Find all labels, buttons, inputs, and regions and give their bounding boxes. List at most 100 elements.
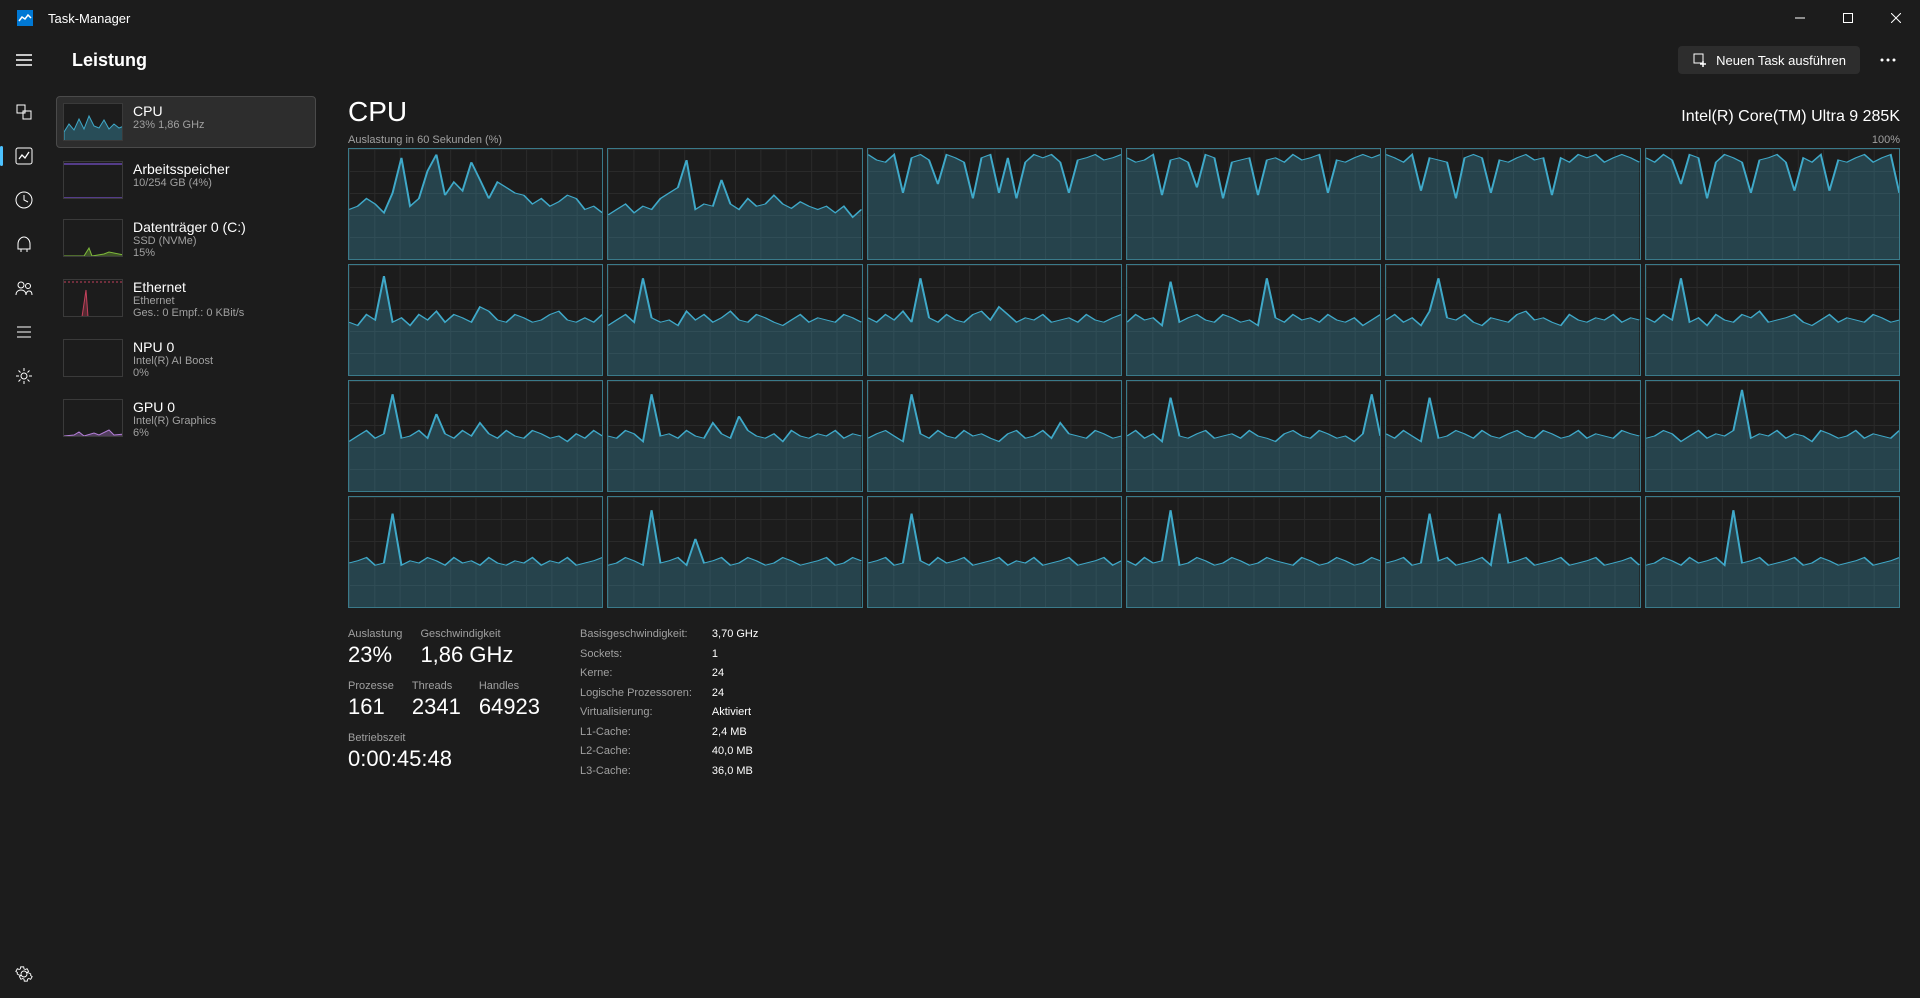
- performance-sidebar: CPU 23% 1,86 GHz Arbeitsspeicher 10/254 …: [48, 84, 328, 998]
- detail-l1-cache-: L1-Cache:2,4 MB: [580, 726, 758, 746]
- cpu-core-grid[interactable]: [348, 148, 1900, 608]
- cpu-core-19: [607, 496, 862, 608]
- startup-apps-icon: [14, 234, 34, 254]
- hamburger-button[interactable]: [0, 36, 48, 84]
- cpu-core-11: [1645, 264, 1900, 376]
- uptime-value: 0:00:45:48: [348, 746, 540, 772]
- perf-card-title: Arbeitsspeicher: [133, 161, 309, 177]
- detail-l3-cache-: L3-Cache:36,0 MB: [580, 765, 758, 785]
- chart-label-right: 100%: [1872, 134, 1900, 146]
- detail-l2-cache-: L2-Cache:40,0 MB: [580, 745, 758, 765]
- cpu-core-17: [1645, 380, 1900, 492]
- settings-icon: [15, 965, 33, 983]
- cpu-core-23: [1645, 496, 1900, 608]
- nav-performance[interactable]: [4, 136, 44, 176]
- perf-card-cpu[interactable]: CPU 23% 1,86 GHz: [56, 96, 316, 148]
- stat-prozesse: Prozesse161: [348, 680, 394, 720]
- perf-card-title: CPU: [133, 103, 309, 119]
- toolbar: Leistung Neuen Task ausführen: [0, 36, 1920, 84]
- cpu-core-4: [1385, 148, 1640, 260]
- perf-thumb: [63, 339, 123, 377]
- cpu-core-16: [1385, 380, 1640, 492]
- new-task-icon: [1692, 52, 1708, 68]
- cpu-core-6: [348, 264, 603, 376]
- app-title: Task-Manager: [48, 11, 130, 26]
- stat-auslastung: Auslastung23%: [348, 628, 402, 668]
- perf-thumb: [63, 103, 123, 141]
- perf-card-title: Ethernet: [133, 279, 309, 295]
- cpu-core-1: [607, 148, 862, 260]
- cpu-core-14: [867, 380, 1122, 492]
- cpu-core-2: [867, 148, 1122, 260]
- perf-thumb: [63, 219, 123, 257]
- perf-thumb: [63, 279, 123, 317]
- detail-logische-prozessoren-: Logische Prozessoren:24: [580, 687, 758, 707]
- nav-processes[interactable]: [4, 92, 44, 132]
- details-icon: [14, 322, 34, 342]
- cpu-core-22: [1385, 496, 1640, 608]
- perf-card-sub1: Intel(R) Graphics: [133, 415, 309, 427]
- perf-card-ethernet[interactable]: Ethernet Ethernet Ges.: 0 Empf.: 0 KBit/…: [56, 272, 316, 326]
- nav-rail: [0, 84, 48, 998]
- cpu-core-9: [1126, 264, 1381, 376]
- chart-label-left: Auslastung in 60 Sekunden (%): [348, 134, 502, 146]
- cpu-core-0: [348, 148, 603, 260]
- cpu-core-15: [1126, 380, 1381, 492]
- close-button[interactable]: [1872, 0, 1920, 36]
- cpu-core-10: [1385, 264, 1640, 376]
- perf-card-sub2: 6%: [133, 427, 309, 439]
- nav-users[interactable]: [4, 268, 44, 308]
- perf-card-arbeitsspeicher[interactable]: Arbeitsspeicher 10/254 GB (4%): [56, 154, 316, 206]
- content-area: CPU Intel(R) Core(TM) Ultra 9 285K Ausla…: [328, 84, 1920, 998]
- stat-threads: Threads2341: [412, 680, 461, 720]
- performance-icon: [14, 146, 34, 166]
- titlebar: Task-Manager: [0, 0, 1920, 36]
- more-button[interactable]: [1868, 44, 1908, 76]
- cpu-model: Intel(R) Core(TM) Ultra 9 285K: [1681, 108, 1900, 126]
- perf-thumb: [63, 399, 123, 437]
- perf-card-npu-0[interactable]: NPU 0 Intel(R) AI Boost 0%: [56, 332, 316, 386]
- perf-thumb: [63, 161, 123, 199]
- cpu-stats: Auslastung23% Geschwindigkeit1,86 GHz Pro…: [348, 628, 1900, 784]
- detail-kerne-: Kerne:24: [580, 667, 758, 687]
- detail-basisgeschwindigkeit-: Basisgeschwindigkeit:3,70 GHz: [580, 628, 758, 648]
- cpu-core-8: [867, 264, 1122, 376]
- perf-card-sub1: 10/254 GB (4%): [133, 177, 309, 189]
- nav-services[interactable]: [4, 356, 44, 396]
- perf-card-sub2: Ges.: 0 Empf.: 0 KBit/s: [133, 307, 309, 319]
- stat-geschwindigkeit: Geschwindigkeit1,86 GHz: [420, 628, 513, 668]
- cpu-core-5: [1645, 148, 1900, 260]
- maximize-button[interactable]: [1824, 0, 1872, 36]
- cpu-core-12: [348, 380, 603, 492]
- perf-card-datentr-ger-0-c-[interactable]: Datenträger 0 (C:) SSD (NVMe) 15%: [56, 212, 316, 266]
- perf-card-gpu-0[interactable]: GPU 0 Intel(R) Graphics 6%: [56, 392, 316, 446]
- cpu-core-20: [867, 496, 1122, 608]
- page-title: Leistung: [72, 50, 147, 71]
- perf-card-sub1: Ethernet: [133, 295, 309, 307]
- users-icon: [14, 278, 34, 298]
- perf-card-title: GPU 0: [133, 399, 309, 415]
- hamburger-icon: [16, 54, 32, 66]
- detail-virtualisierung-: Virtualisierung:Aktiviert: [580, 706, 758, 726]
- new-task-label: Neuen Task ausführen: [1716, 53, 1846, 68]
- stat-handles: Handles64923: [479, 680, 540, 720]
- perf-card-title: NPU 0: [133, 339, 309, 355]
- processes-icon: [14, 102, 34, 122]
- cpu-heading: CPU: [348, 96, 407, 128]
- minimize-button[interactable]: [1776, 0, 1824, 36]
- app-history-icon: [14, 190, 34, 210]
- cpu-core-18: [348, 496, 603, 608]
- uptime-label: Betriebszeit: [348, 732, 540, 744]
- nav-app-history[interactable]: [4, 180, 44, 220]
- services-icon: [14, 366, 34, 386]
- more-icon: [1880, 58, 1896, 62]
- detail-sockets-: Sockets:1: [580, 648, 758, 668]
- perf-card-title: Datenträger 0 (C:): [133, 219, 309, 235]
- nav-startup-apps[interactable]: [4, 224, 44, 264]
- nav-details[interactable]: [4, 312, 44, 352]
- perf-card-sub2: 15%: [133, 247, 309, 259]
- perf-card-sub2: 0%: [133, 367, 309, 379]
- perf-card-sub1: Intel(R) AI Boost: [133, 355, 309, 367]
- nav-settings[interactable]: [4, 954, 44, 994]
- new-task-button[interactable]: Neuen Task ausführen: [1678, 46, 1860, 74]
